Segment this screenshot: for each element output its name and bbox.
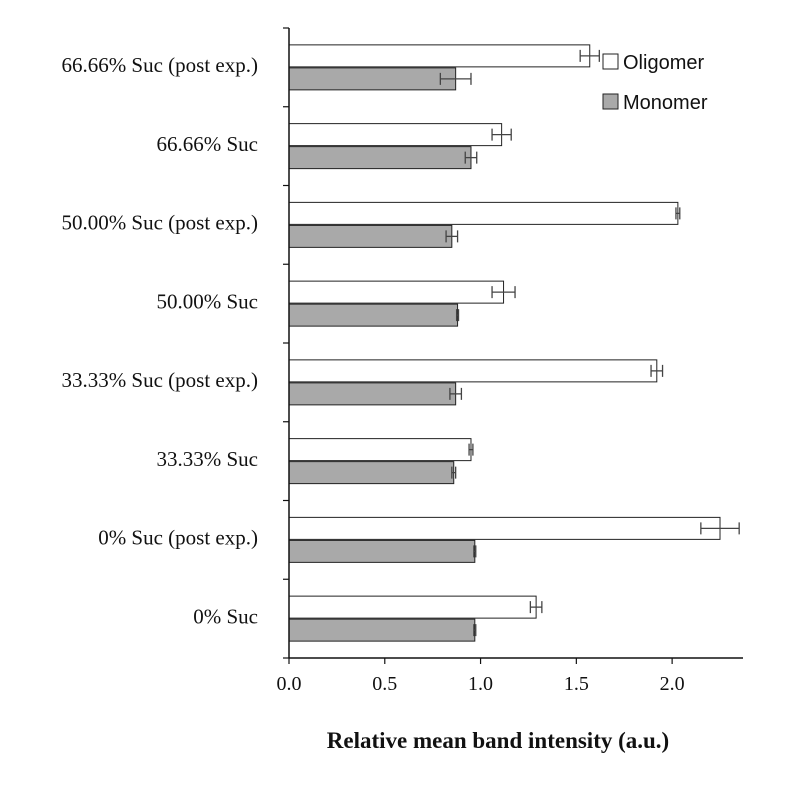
bar-monomer-50-00-suc (288, 303, 459, 327)
bar-monomer-66-66-suc (288, 146, 472, 170)
error-bar-oligomer-66-66-suc (491, 128, 512, 141)
category-label-66-66-suc: 66.66% Suc (157, 132, 259, 156)
category-label-33-33-suc-post-exp: 33.33% Suc (post exp.) (61, 368, 258, 392)
error-bar-monomer-50-00-suc (455, 309, 460, 322)
error-bar-monomer-33-33-suc (451, 466, 457, 479)
category-label-0-suc: 0% Suc (193, 604, 258, 628)
bar-oligomer-0-suc-post-exp (288, 516, 721, 540)
x-tick-label-1-0: 1.0 (468, 673, 493, 695)
legend-label-monomer: Monomer (623, 92, 708, 114)
error-bar-monomer-66-66-suc-post-exp (439, 72, 472, 85)
error-bar-oligomer-0-suc-post-exp (700, 522, 740, 535)
error-bar-monomer-66-66-suc (464, 151, 478, 164)
x-tick-label-2-0: 2.0 (660, 673, 685, 695)
category-label-33-33-suc: 33.33% Suc (157, 447, 259, 471)
bar-monomer-50-00-suc-post-exp (288, 224, 453, 248)
bar-monomer-66-66-suc-post-exp (288, 67, 457, 91)
bar-oligomer-50-00-suc (288, 280, 505, 304)
error-bar-oligomer-50-00-suc (491, 286, 516, 299)
bar-monomer-0-suc-post-exp (288, 539, 476, 563)
error-bar-monomer-33-33-suc-post-exp (449, 387, 463, 400)
x-ticks-layer: 0.0 0.5 1.0 1.5 2.0 (277, 27, 685, 695)
x-tick-label-0-0: 0.0 (277, 673, 302, 695)
bar-oligomer-50-00-suc-post-exp (288, 201, 679, 225)
bar-oligomer-33-33-suc-post-exp (288, 359, 658, 383)
axes-layer (288, 28, 743, 659)
bar-monomer-33-33-suc (288, 461, 455, 485)
legend-label-oligomer: Oligomer (623, 52, 704, 74)
x-tick-label-1-5: 1.5 (564, 673, 589, 695)
bar-oligomer-0-suc (288, 595, 537, 619)
bar-oligomer-66-66-suc-post-exp (288, 44, 591, 68)
error-bar-monomer-0-suc (473, 624, 477, 637)
category-label-50-00-suc: 50.00% Suc (157, 289, 259, 313)
error-bar-monomer-50-00-suc-post-exp (445, 230, 459, 243)
bar-monomer-33-33-suc-post-exp (288, 382, 457, 406)
error-bar-oligomer-50-00-suc-post-exp (675, 207, 681, 220)
x-tick-label-0-5: 0.5 (372, 673, 397, 695)
legend-swatch-monomer (602, 93, 619, 110)
bar-oligomer-66-66-suc (288, 123, 503, 147)
category-label-0-suc-post-exp: 0% Suc (post exp.) (98, 526, 258, 550)
bar-monomer-0-suc (288, 618, 476, 642)
category-labels-layer: 66.66% Suc (post exp.) 66.66% Suc 50.00% S… (61, 53, 258, 628)
error-bar-monomer-0-suc-post-exp (473, 545, 477, 558)
error-bar-oligomer-0-suc (529, 601, 543, 614)
category-label-66-66-suc-post-exp: 66.66% Suc (post exp.) (61, 53, 258, 77)
bar-oligomer-33-33-suc (288, 438, 472, 462)
error-bar-oligomer-33-33-suc (468, 443, 474, 456)
error-bar-oligomer-33-33-suc-post-exp (650, 364, 664, 377)
legend-swatch-oligomer (602, 53, 619, 70)
category-label-50-00-suc-post-exp: 50.00% Suc (post exp.) (61, 211, 258, 235)
error-bar-oligomer-66-66-suc-post-exp (579, 49, 600, 62)
legend: Oligomer Monomer (602, 52, 708, 114)
x-axis-title: Relative mean band intensity (a.u.) (327, 728, 669, 753)
error-bars-layer (439, 49, 740, 637)
